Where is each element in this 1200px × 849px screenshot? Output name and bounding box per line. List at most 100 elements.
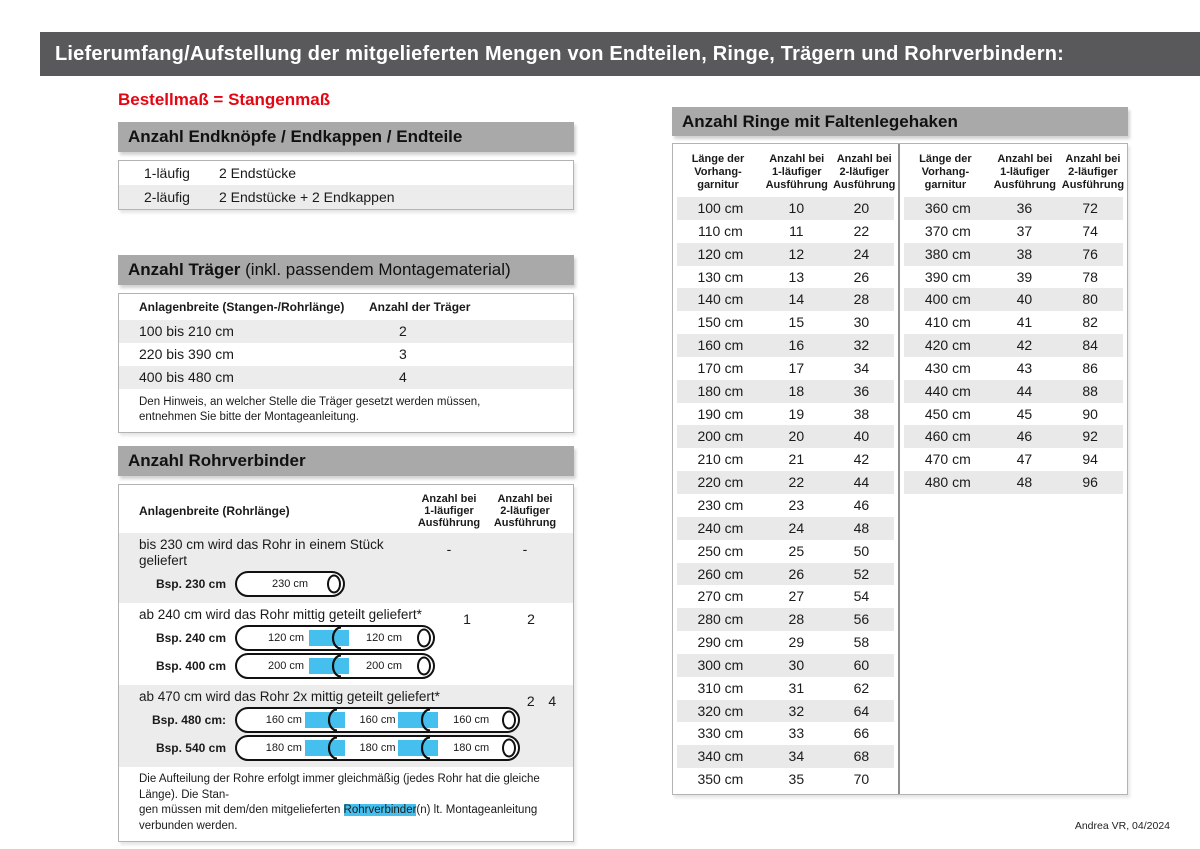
- ring-curtain-length: 180 cm: [697, 382, 744, 399]
- case-description: ab 240 cm wird das Rohr mittig geteilt g…: [139, 607, 422, 623]
- ring-count-2-laeufig: 68: [853, 748, 870, 765]
- ring-count-2-laeufig: 74: [1082, 222, 1098, 239]
- ring-count-1-laeufig: 39: [1016, 268, 1033, 285]
- rod-segment-length: 200 cm: [267, 660, 305, 673]
- traeger-width-range: 100 bis 210 cm: [139, 323, 234, 339]
- ring-count-2-laeufig: 64: [853, 702, 870, 719]
- ring-curtain-length: 410 cm: [924, 314, 971, 331]
- traeger-count: 4: [399, 369, 407, 385]
- endteile-row: 2-läufig 2 Endstücke + 2 Endkappen: [119, 185, 573, 209]
- traeger-count: 2: [399, 323, 407, 339]
- rings-row: 470 cm 47 94: [900, 448, 1127, 471]
- ring-curtain-length: 310 cm: [697, 679, 744, 696]
- rings-table-left: Länge der Vorhang- garnitur Anzahl bei 1-…: [673, 144, 900, 794]
- rohrverbinder-case: ab 240 cm wird das Rohr mittig geteilt g…: [119, 603, 573, 685]
- traeger-count: 3: [399, 346, 407, 362]
- ring-count-1-laeufig: 32: [788, 702, 805, 719]
- rings-row: 330 cm 33 66: [673, 722, 898, 745]
- traeger-heading-bold: Anzahl Träger: [128, 260, 241, 279]
- ring-curtain-length: 290 cm: [697, 634, 744, 651]
- ring-count-2-laeufig: 80: [1082, 291, 1098, 308]
- rings-row: 210 cm 21 42: [673, 448, 898, 471]
- rings-row: 360 cm 36 72: [900, 197, 1127, 220]
- rod-tube: 120 cm 120 cm: [235, 625, 435, 652]
- ring-count-2-laeufig: 42: [853, 451, 870, 468]
- rings-row: 230 cm 23 46: [673, 494, 898, 517]
- rings-tables-container: Länge der Vorhang- garnitur Anzahl bei 1-…: [672, 143, 1128, 795]
- ring-count-2-laeufig: 46: [853, 496, 870, 513]
- case-main: ab 240 cm wird das Rohr mittig geteilt g…: [119, 607, 435, 681]
- rod-tube: 200 cm 200 cm: [235, 653, 435, 680]
- ring-curtain-length: 390 cm: [924, 268, 971, 285]
- ring-count-1-laeufig: 26: [788, 565, 805, 582]
- case-main: bis 230 cm wird das Rohr in einem Stück …: [119, 537, 411, 599]
- ring-count-2-laeufig: 22: [853, 222, 870, 239]
- ring-curtain-length: 130 cm: [697, 268, 744, 285]
- rings-row: 170 cm 17 34: [673, 357, 898, 380]
- ring-count-2-laeufig: 48: [853, 519, 870, 536]
- ring-count-1-laeufig: 21: [788, 451, 805, 468]
- traeger-heading-rest: (inkl. passendem Montagematerial): [240, 260, 511, 279]
- ring-count-2-laeufig: 76: [1082, 245, 1098, 262]
- traeger-row: 400 bis 480 cm 4: [119, 366, 573, 389]
- rings-row: 370 cm 37 74: [900, 220, 1127, 243]
- rings-row: 310 cm 31 62: [673, 677, 898, 700]
- ring-count-2-laeufig: 94: [1082, 451, 1098, 468]
- rod-segment-length: 160 cm: [359, 714, 396, 727]
- ring-curtain-length: 330 cm: [697, 725, 744, 742]
- ring-curtain-length: 400 cm: [924, 291, 971, 308]
- rings-row: 350 cm 35 70: [673, 768, 898, 791]
- rod-segment-length: 160 cm: [453, 714, 490, 727]
- ring-count-2-laeufig: 26: [853, 268, 870, 285]
- rod-tube: 230 cm: [235, 571, 345, 598]
- rings-row: 390 cm 39 78: [900, 266, 1127, 289]
- rings-row: 460 cm 46 92: [900, 425, 1127, 449]
- footnote-line1: Die Aufteilung der Rohre erfolgt immer g…: [139, 773, 540, 801]
- case-description: bis 230 cm wird das Rohr in einem Stück …: [139, 537, 384, 569]
- rod-connector: [398, 712, 439, 729]
- count-1-laeufig: 2: [526, 693, 535, 710]
- ring-count-2-laeufig: 20: [853, 200, 870, 216]
- endteile-parts: 2 Endstücke: [219, 165, 297, 181]
- rings-col-header: Länge der Vorhang- garnitur: [919, 153, 972, 192]
- ring-count-2-laeufig: 84: [1082, 337, 1098, 354]
- ring-count-2-laeufig: 24: [853, 245, 870, 262]
- ring-count-1-laeufig: 19: [788, 405, 805, 422]
- traeger-table: Anlagenbreite (Stangen-/Rohrlänge) Anzah…: [118, 293, 574, 433]
- rings-row: 240 cm 24 48: [673, 516, 898, 540]
- ring-curtain-length: 430 cm: [924, 359, 971, 376]
- count-2-laeufig: 4: [548, 693, 557, 710]
- rings-col-header: Anzahl bei 1-läufiger Ausführung: [993, 153, 1056, 192]
- rod-joint-arc-icon: [325, 708, 339, 732]
- ring-count-1-laeufig: 41: [1016, 314, 1033, 331]
- count-1-laeufig: 1: [463, 611, 471, 628]
- footnote-line2-post: (n) lt. Montageanleitung verbunden werde…: [139, 804, 538, 832]
- ring-count-1-laeufig: 48: [1016, 474, 1033, 491]
- ring-curtain-length: 150 cm: [697, 314, 744, 331]
- rod-connector: [398, 740, 439, 757]
- ring-curtain-length: 440 cm: [924, 382, 971, 399]
- ring-count-2-laeufig: 40: [853, 428, 870, 445]
- rings-row: 380 cm 38 76: [900, 242, 1127, 266]
- ring-curtain-length: 470 cm: [924, 451, 971, 468]
- ring-curtain-length: 370 cm: [924, 222, 971, 239]
- ring-count-1-laeufig: 37: [1016, 222, 1033, 239]
- rings-row: 250 cm 25 50: [673, 540, 898, 563]
- ring-count-2-laeufig: 96: [1082, 474, 1098, 491]
- ring-count-1-laeufig: 29: [788, 634, 805, 651]
- rod-tube: 160 cm 160 cm 160 cm: [235, 707, 520, 734]
- rings-row: 160 cm 16 32: [673, 334, 898, 357]
- ring-count-1-laeufig: 12: [788, 245, 805, 262]
- rod-example-label: Bsp. 240 cm: [155, 631, 226, 646]
- ring-count-1-laeufig: 42: [1016, 337, 1033, 354]
- ring-curtain-length: 240 cm: [697, 519, 744, 536]
- ring-count-2-laeufig: 56: [853, 611, 870, 628]
- ring-curtain-length: 230 cm: [697, 496, 744, 513]
- ring-curtain-length: 200 cm: [697, 428, 744, 445]
- rod-diagram: Bsp. 540 cm 180 cm 180 cm 180 cm: [139, 735, 520, 762]
- ring-curtain-length: 260 cm: [697, 565, 744, 582]
- ring-count-2-laeufig: 54: [853, 588, 870, 605]
- rod-example-label: Bsp. 400 cm: [155, 659, 226, 674]
- ring-count-1-laeufig: 38: [1016, 245, 1033, 262]
- rod-example-label: Bsp. 540 cm: [155, 741, 226, 756]
